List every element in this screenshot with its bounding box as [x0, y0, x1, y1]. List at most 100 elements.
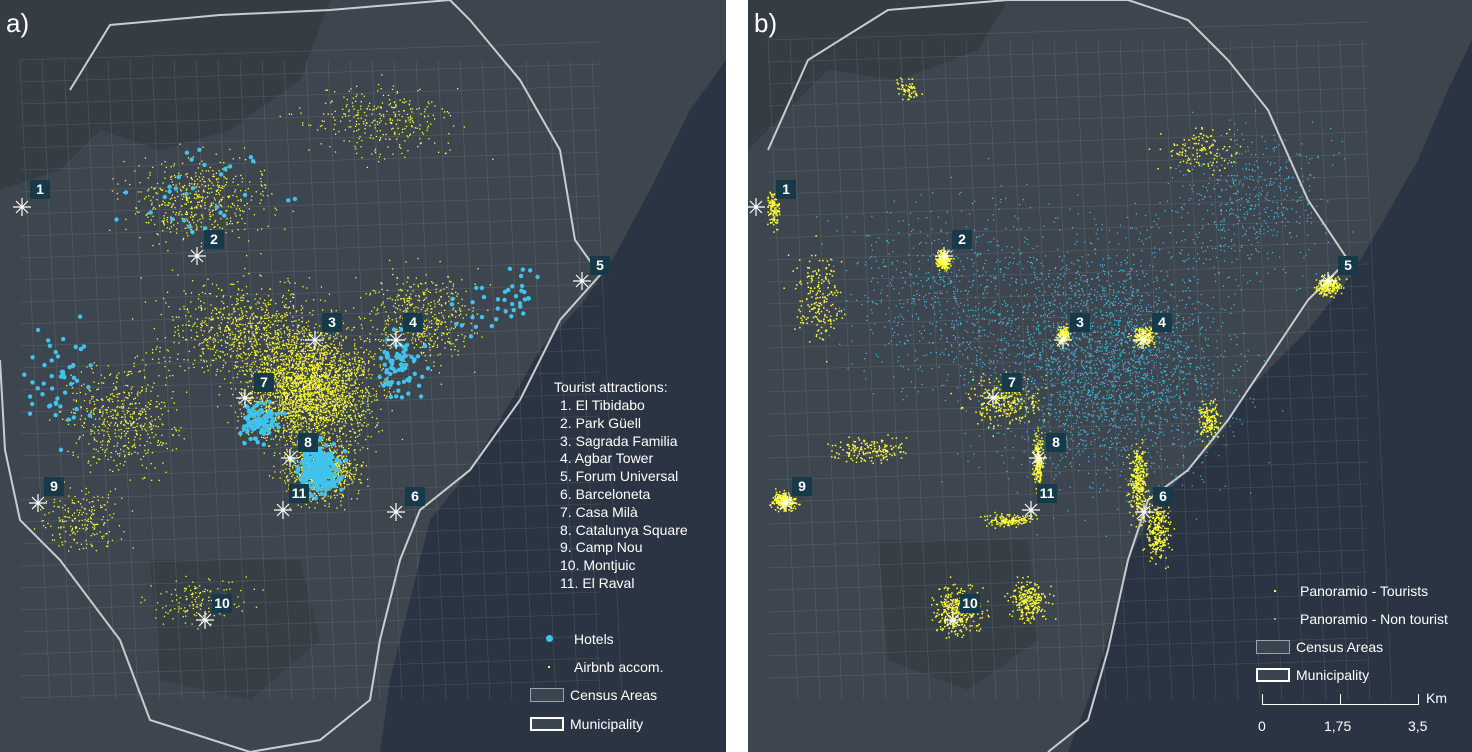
map-point	[356, 369, 358, 371]
map-point	[279, 384, 281, 387]
map-point	[357, 387, 359, 389]
map-point	[117, 183, 119, 185]
map-point	[240, 356, 242, 358]
map-point	[234, 310, 236, 312]
map-point	[315, 406, 317, 408]
map-point	[285, 306, 287, 308]
map-point	[271, 401, 274, 404]
map-point	[292, 385, 294, 387]
map-point	[283, 376, 285, 378]
map-point	[209, 218, 211, 220]
map-point	[366, 337, 369, 339]
map-point	[345, 466, 347, 468]
map-point	[333, 408, 335, 411]
map-point	[323, 387, 326, 389]
map-point	[287, 371, 289, 374]
map-point	[279, 345, 281, 348]
map-point	[240, 174, 242, 177]
map-point	[282, 402, 285, 404]
map-point	[313, 394, 315, 396]
map-point	[296, 393, 298, 395]
map-point	[327, 495, 329, 497]
map-point	[340, 485, 342, 487]
map-point	[314, 383, 317, 385]
map-point	[300, 381, 302, 383]
map-point	[274, 373, 276, 376]
map-point	[313, 369, 316, 371]
map-point	[369, 338, 371, 341]
map-point	[305, 385, 307, 387]
map-point	[316, 364, 318, 367]
map-point	[265, 332, 267, 334]
map-point	[349, 477, 351, 479]
map-point	[241, 403, 243, 406]
map-point	[264, 299, 266, 301]
map-point	[266, 334, 268, 336]
map-point	[326, 389, 329, 391]
map-point	[280, 395, 282, 397]
map-point	[225, 184, 227, 186]
map-point	[363, 422, 365, 424]
map-point	[244, 374, 247, 376]
map-point	[293, 471, 296, 473]
map-point	[200, 200, 203, 202]
map-point	[200, 226, 202, 228]
map-point	[339, 364, 342, 366]
map-point	[215, 178, 218, 180]
map-point	[353, 411, 355, 413]
map-point	[301, 418, 303, 420]
map-point	[189, 216, 192, 218]
map-point	[228, 195, 231, 197]
map-point	[338, 385, 341, 387]
map-point	[239, 329, 242, 332]
map-point	[300, 382, 302, 384]
map-point	[291, 405, 293, 408]
map-point	[302, 363, 305, 365]
map-point	[315, 323, 317, 325]
map-point	[294, 443, 296, 445]
map-point	[311, 367, 313, 370]
map-point	[273, 354, 275, 356]
map-point	[260, 170, 262, 172]
map-point	[292, 351, 294, 354]
map-point	[273, 370, 276, 372]
map-point	[325, 395, 327, 397]
map-point	[247, 330, 249, 332]
map-point	[291, 366, 294, 368]
map-point	[327, 390, 330, 392]
map-point	[324, 372, 326, 374]
map-point	[220, 200, 222, 202]
map-point	[245, 358, 247, 360]
map-point	[299, 404, 302, 406]
map-point	[311, 365, 313, 367]
map-point	[318, 388, 320, 390]
map-point	[312, 497, 314, 499]
map-point	[271, 351, 273, 353]
map-point	[320, 417, 322, 419]
map-point	[351, 396, 353, 398]
map-point	[277, 329, 279, 331]
map-point	[335, 384, 337, 386]
map-point	[296, 460, 298, 462]
map-point	[289, 400, 291, 402]
map-point	[289, 300, 292, 303]
map-point	[277, 407, 280, 409]
map-point	[197, 190, 200, 192]
map-point	[261, 358, 263, 360]
map-point	[345, 400, 347, 403]
map-point	[334, 365, 336, 367]
map-point	[387, 376, 389, 378]
map-point	[282, 432, 284, 434]
map-point	[332, 381, 334, 383]
map-point	[311, 334, 313, 336]
map-point	[321, 439, 324, 441]
map-point	[226, 306, 229, 308]
map-point	[264, 335, 266, 337]
map-point	[240, 198, 242, 201]
map-point	[310, 375, 312, 378]
map-point	[334, 405, 337, 407]
map-point	[360, 346, 362, 349]
map-point	[263, 327, 265, 330]
map-point	[193, 184, 195, 186]
map-point	[153, 327, 155, 330]
